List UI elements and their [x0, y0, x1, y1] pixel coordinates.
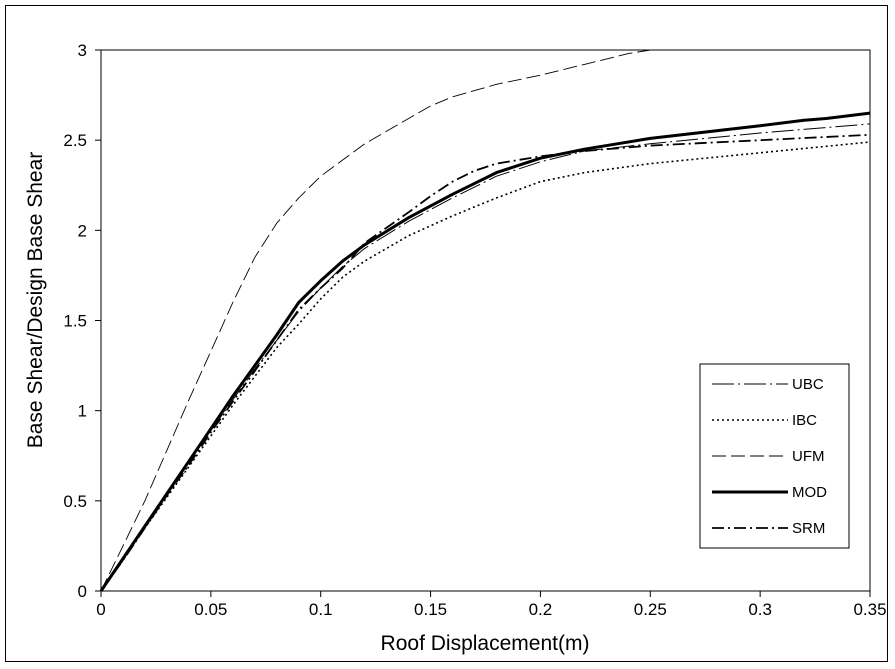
chart-frame [5, 5, 888, 662]
axes: 0 0.05 0.1 0.15 0.2 0.25 0.3 0.35 0 0.5 1 1.5 2 2.5 3 [63, 41, 886, 619]
series-layer [99, 49, 871, 592]
legend-label-ubc: UBC [792, 376, 824, 393]
x-tick-label: 0 [96, 600, 105, 619]
x-tick-label: 0.1 [309, 600, 333, 619]
x-tick-label: 0.2 [529, 600, 553, 619]
y-tick-label: 2 [78, 221, 87, 240]
y-tick-label: 3 [78, 41, 87, 60]
y-axis-title: Base Shear/Design Base Shear [24, 152, 47, 449]
y-tick-label: 1.5 [63, 312, 87, 331]
series-line-ufm [100, 49, 651, 592]
legend-label-ibc: IBC [792, 412, 817, 429]
legend-label-mod: MOD [792, 484, 827, 501]
x-tick-label: 0.15 [414, 600, 447, 619]
legend-label-ufm: UFM [792, 448, 825, 465]
y-tick-label: 0 [78, 582, 87, 601]
y-tick-label: 2.5 [63, 131, 87, 150]
x-tick-label: 0.05 [194, 600, 227, 619]
y-tick-label: 0.5 [63, 492, 87, 511]
x-tick-label: 0.3 [748, 600, 772, 619]
x-tick-label: 0.35 [853, 600, 886, 619]
x-tick-label: 0.25 [634, 600, 667, 619]
series-line-srm [100, 133, 871, 592]
y-tick-label: 1 [78, 402, 87, 421]
x-axis-title: Roof Displacement(m) [381, 632, 590, 655]
legend-label-srm: SRM [792, 520, 825, 537]
legend: UBC IBC UFM MOD SRM [699, 363, 850, 549]
series-line-mod [99, 111, 871, 592]
series-line-ibc [100, 141, 871, 592]
